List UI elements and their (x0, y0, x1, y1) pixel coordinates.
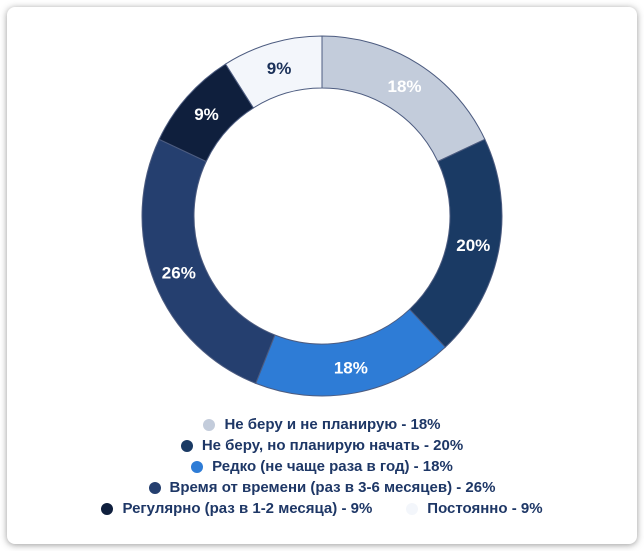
legend-item: Не беру и не планирую - 18% (203, 416, 441, 433)
legend-row: Регулярно (раз в 1-2 месяца) - 9% Постоян… (101, 498, 543, 519)
segment-value-label: 20% (456, 236, 490, 255)
legend-item: Время от времени (раз в 3-6 месяцев) - 2… (148, 479, 496, 496)
legend-row: Редко (не чаще раза в год) - 18% (191, 456, 453, 477)
legend-label: Регулярно (раз в 1-2 месяца) - 9% (122, 500, 373, 517)
legend-label: Не беру и не планирую - 18% (224, 416, 441, 433)
donut-segment (224, 35, 323, 109)
legend-bullet-icon (180, 439, 193, 452)
chart-card: 18% 20% 18% 26% 9% 9% Не беру и не планирую -… (7, 7, 637, 544)
segment-value-label: 18% (388, 77, 422, 96)
legend-bullet-icon (101, 502, 114, 515)
donut-segment (321, 35, 486, 163)
legend-item: Не беру, но планирую начать - 20% (180, 437, 464, 454)
donut-chart: 18% 20% 18% 26% 9% 9% (7, 7, 637, 411)
segment-value-label: 26% (162, 264, 196, 283)
segment-value-label: 9% (267, 59, 292, 78)
legend-label: Редко (не чаще раза в год) - 18% (212, 458, 453, 475)
donut-svg: 18% 20% 18% 26% 9% 9% (141, 35, 503, 397)
segment-value-label: 9% (194, 105, 219, 124)
legend-bullet-icon (148, 481, 161, 494)
legend-bullet-icon (406, 502, 419, 515)
legend-bullet-icon (191, 460, 204, 473)
legend-label: Время от времени (раз в 3-6 месяцев) - 2… (169, 479, 496, 496)
legend-row: Время от времени (раз в 3-6 месяцев) - 2… (148, 477, 496, 498)
donut-segment (255, 308, 446, 397)
legend-item: Постоянно - 9% (406, 500, 543, 517)
legend-bullet-icon (203, 418, 216, 431)
segment-value-label: 18% (334, 358, 368, 377)
legend-label: Постоянно - 9% (427, 500, 543, 517)
legend-item: Редко (не чаще раза в год) - 18% (191, 458, 453, 475)
legend-item: Регулярно (раз в 1-2 месяца) - 9% (101, 500, 372, 517)
chart-legend: Не беру и не планирую - 18% Не беру, но п… (7, 414, 637, 519)
donut-segment (141, 138, 276, 385)
legend-row: Не беру и не планирую - 18% (203, 414, 441, 435)
legend-row: Не беру, но планирую начать - 20% (180, 435, 464, 456)
legend-label: Не беру, но планирую начать - 20% (201, 437, 464, 454)
